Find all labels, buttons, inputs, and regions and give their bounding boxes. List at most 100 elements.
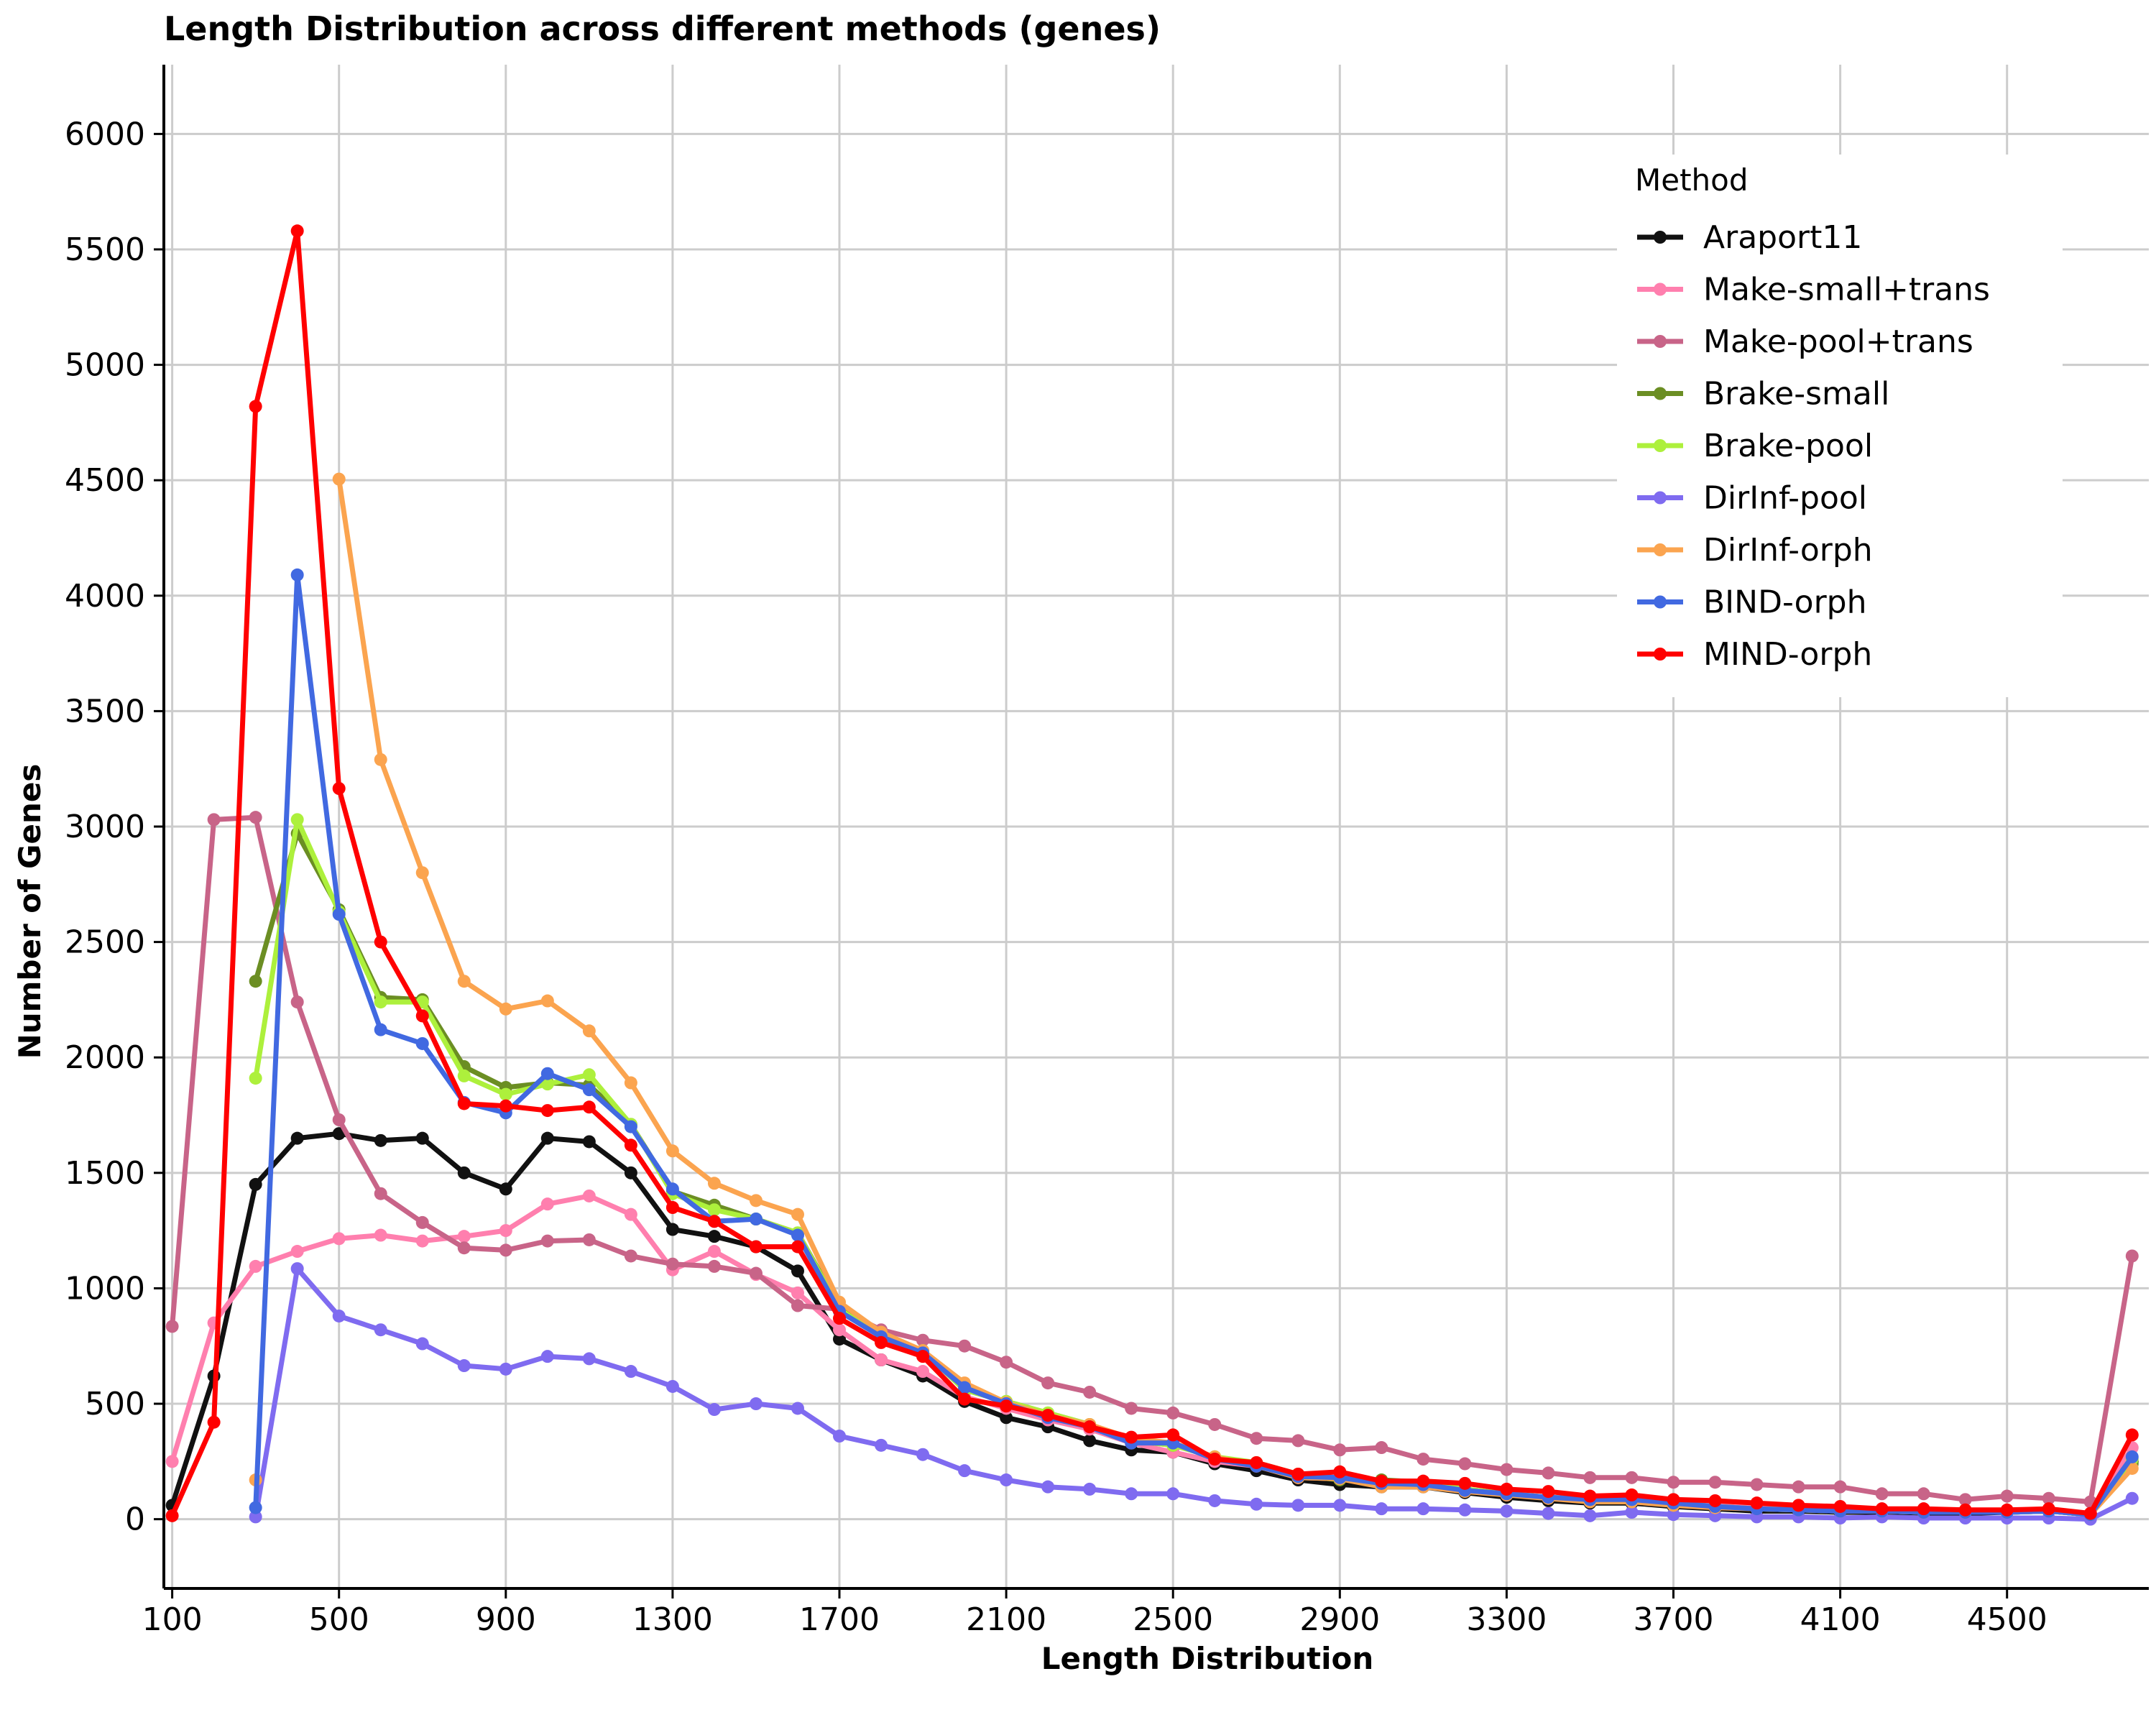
data-point-make-pool-trans [624, 1249, 637, 1263]
y-tick-label: 3500 [65, 693, 145, 730]
data-point-dirinf-orph [332, 472, 346, 486]
data-point-mind-orph [165, 1509, 179, 1522]
data-point-dirinf-pool [1041, 1480, 1055, 1494]
legend-label: DirInf-pool [1703, 480, 1867, 517]
data-point-make-pool-trans [791, 1299, 804, 1312]
data-point-brake-pool [582, 1068, 596, 1082]
data-point-make-pool-trans [1083, 1385, 1097, 1399]
data-point-araport11 [415, 1131, 429, 1145]
data-point-dirinf-pool [332, 1309, 346, 1322]
data-point-mind-orph [1500, 1482, 1514, 1496]
data-point-dirinf-pool [1625, 1506, 1639, 1519]
data-point-make-pool-trans [290, 995, 304, 1009]
data-point-mind-orph [1166, 1428, 1180, 1442]
data-point-araport11 [1083, 1434, 1097, 1448]
data-point-dirinf-pool [1500, 1504, 1514, 1518]
data-point-mind-orph [1667, 1493, 1680, 1506]
data-point-brake-pool [457, 1069, 471, 1082]
legend-label: Brake-pool [1703, 428, 1873, 464]
data-point-dirinf-pool [624, 1365, 637, 1379]
data-point-bind-orph [249, 1501, 262, 1514]
y-axis-title: Number of Genes [12, 764, 47, 1059]
data-point-araport11 [707, 1230, 721, 1243]
data-point-make-pool-trans [1542, 1466, 1555, 1480]
legend-swatch-marker [1654, 439, 1667, 452]
data-point-mind-orph [707, 1215, 721, 1228]
data-point-mind-orph [374, 935, 387, 949]
data-point-make-small-trans [875, 1353, 888, 1366]
data-point-dirinf-pool [1583, 1509, 1597, 1522]
data-point-mind-orph [1917, 1502, 1930, 1516]
data-point-mind-orph [1291, 1468, 1305, 1481]
data-point-make-pool-trans [2125, 1249, 2139, 1263]
data-point-dirinf-pool [1166, 1487, 1180, 1501]
x-tick-label: 1700 [799, 1601, 880, 1638]
data-point-make-small-trans [290, 1245, 304, 1259]
data-point-araport11 [540, 1131, 554, 1145]
data-point-make-pool-trans [707, 1259, 721, 1273]
legend-swatch-marker [1654, 282, 1667, 296]
data-point-dirinf-pool [374, 1323, 387, 1337]
data-point-dirinf-pool [1250, 1497, 1263, 1511]
data-point-make-pool-trans [1250, 1432, 1263, 1445]
data-point-make-pool-trans [1000, 1356, 1013, 1369]
data-point-bind-orph [791, 1228, 804, 1242]
y-tick-label: 4000 [65, 578, 145, 615]
legend-item-make-small-trans: Make-small+trans [1637, 272, 1990, 308]
series-line-mind-orph [170, 228, 2135, 1519]
data-point-mind-orph [2083, 1506, 2097, 1520]
legend-label: DirInf-orph [1703, 532, 1873, 569]
data-point-dirinf-pool [290, 1262, 304, 1276]
data-point-mind-orph [1583, 1489, 1597, 1503]
data-point-make-pool-trans [1375, 1441, 1388, 1455]
data-point-bind-orph [749, 1213, 763, 1226]
data-point-mind-orph [1208, 1453, 1222, 1466]
x-tick-label: 900 [476, 1601, 536, 1638]
y-tick-label: 5000 [65, 347, 145, 384]
data-point-make-pool-trans [1166, 1406, 1180, 1420]
data-point-araport11 [499, 1182, 512, 1196]
data-point-dirinf-pool [707, 1403, 721, 1417]
data-point-make-pool-trans [540, 1234, 554, 1248]
data-point-dirinf-pool [2125, 1491, 2139, 1505]
data-point-make-pool-trans [165, 1320, 179, 1333]
legend-label: Make-pool+trans [1703, 323, 1973, 360]
data-point-mind-orph [1875, 1502, 1889, 1516]
legend-label: BIND-orph [1703, 584, 1866, 621]
legend-item-brake-pool: Brake-pool [1637, 428, 1873, 464]
y-tick-label: 4500 [65, 462, 145, 499]
data-point-araport11 [582, 1135, 596, 1149]
data-point-make-small-trans [415, 1234, 429, 1248]
legend-box [1617, 155, 2063, 697]
data-point-make-pool-trans [2042, 1491, 2055, 1505]
data-point-mind-orph [1041, 1409, 1055, 1422]
data-point-bind-orph [415, 1036, 429, 1050]
data-point-bind-orph [582, 1083, 596, 1097]
y-tick-label: 1500 [65, 1155, 145, 1192]
data-point-make-small-trans [916, 1365, 930, 1379]
legend-item-araport11: Araport11 [1637, 219, 1862, 256]
data-point-dirinf-orph [457, 975, 471, 988]
data-point-dirinf-pool [1000, 1473, 1013, 1487]
data-point-make-pool-trans [1125, 1402, 1138, 1415]
data-point-dirinf-pool [249, 1510, 262, 1524]
legend-label: Brake-small [1703, 376, 1889, 413]
data-point-mind-orph [1125, 1430, 1138, 1444]
data-point-bind-orph [374, 1023, 387, 1036]
data-point-dirinf-orph [540, 994, 554, 1008]
data-point-make-pool-trans [916, 1333, 930, 1347]
data-point-araport11 [290, 1131, 304, 1145]
data-point-make-pool-trans [249, 811, 262, 824]
data-point-bind-orph [624, 1120, 637, 1133]
data-point-dirinf-orph [374, 753, 387, 766]
data-point-dirinf-pool [540, 1350, 554, 1363]
data-point-make-pool-trans [457, 1241, 471, 1255]
data-point-araport11 [665, 1223, 679, 1236]
data-point-mind-orph [1250, 1455, 1263, 1469]
legend-item-bind-orph: BIND-orph [1637, 584, 1866, 621]
data-point-dirinf-orph [665, 1144, 679, 1158]
y-tick-label: 1000 [65, 1270, 145, 1307]
data-point-mind-orph [1750, 1496, 1764, 1510]
data-point-dirinf-pool [1291, 1499, 1305, 1512]
series-mind-orph [165, 224, 2139, 1522]
